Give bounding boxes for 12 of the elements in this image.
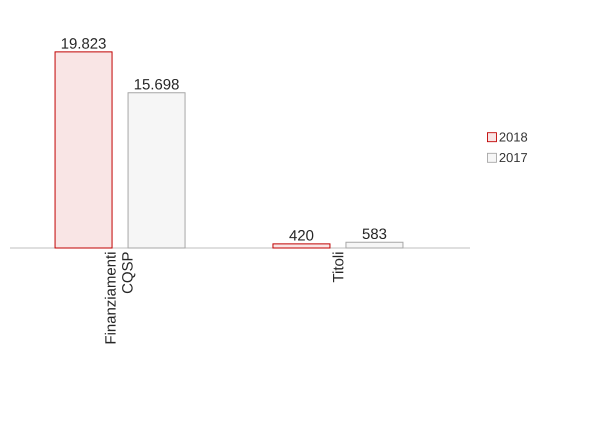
data-label: 19.823: [62, 38, 106, 49]
bar: [272, 243, 330, 248]
x-tick-label: Finanziamenti CQSP: [104, 252, 136, 344]
data-label: 583: [362, 228, 386, 240]
bar: [128, 92, 186, 248]
bar: [345, 242, 404, 248]
data-label: 420: [289, 230, 314, 241]
data-label: 15.698: [134, 78, 179, 90]
x-tick-label: Titoli: [332, 252, 344, 282]
legend-label: 2017: [500, 152, 528, 162]
bar: [54, 51, 113, 248]
legend-label: 2018: [500, 132, 528, 142]
